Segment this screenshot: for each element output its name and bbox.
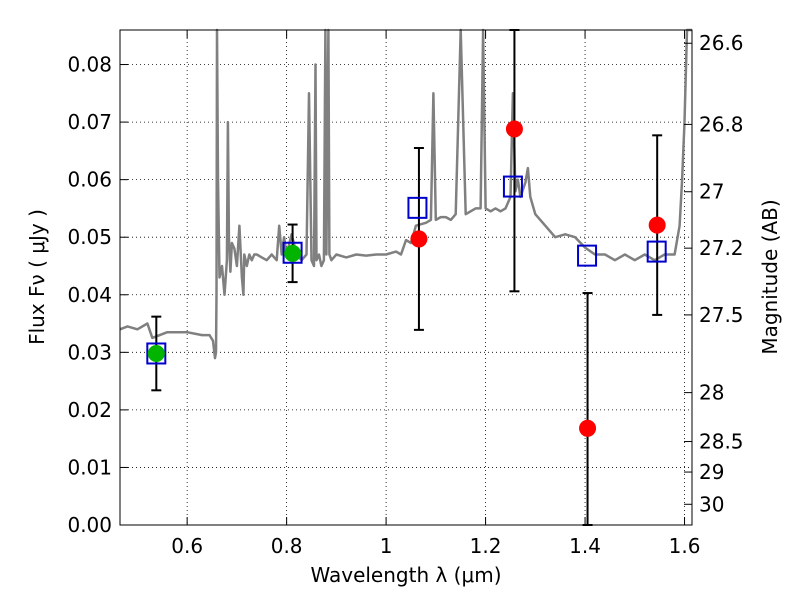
y-tick-label: 0.06 xyxy=(67,168,112,192)
y-tick-label: 0.01 xyxy=(67,455,112,479)
right-axis-title: Magnitude (AB) xyxy=(758,199,782,354)
red-data-point xyxy=(579,419,597,437)
red-data-point xyxy=(505,120,523,138)
right-tick-label: 28 xyxy=(699,381,724,405)
model-square-marker xyxy=(646,240,667,263)
grid-lines xyxy=(120,30,692,526)
right-tick-label: 27 xyxy=(699,180,724,204)
model-square-marker xyxy=(407,196,428,219)
right-tick-label: 30 xyxy=(699,492,724,516)
red-data-point xyxy=(410,230,428,248)
right-tick-label: 26.6 xyxy=(699,31,744,55)
y-tick-label: 0.03 xyxy=(67,340,112,364)
x-tick-label: 1.4 xyxy=(569,534,601,558)
right-tick-label: 27.2 xyxy=(699,236,744,260)
x-tick-label: 0.6 xyxy=(171,534,203,558)
x-axis-title: Wavelength λ (μm) xyxy=(310,563,501,587)
model-spectrum-line xyxy=(119,28,692,360)
observed-points xyxy=(147,120,666,437)
right-tick-label: 26.8 xyxy=(699,112,744,136)
x-tick-label: 1 xyxy=(380,534,393,558)
right-tick-label: 28.5 xyxy=(699,430,744,454)
model-square-marker xyxy=(502,175,523,198)
y-tick-label: 0.04 xyxy=(67,283,112,307)
spectrum-path xyxy=(119,28,692,360)
y-tick-label: 0.05 xyxy=(67,225,112,249)
plot-frame xyxy=(119,29,693,526)
right-tick-label: 27.5 xyxy=(699,303,744,327)
y-tick-label: 0.07 xyxy=(67,110,112,134)
model-square-marker xyxy=(282,241,303,264)
y-tick-label: 0.08 xyxy=(67,53,112,77)
error-bars xyxy=(151,29,663,526)
green-data-point xyxy=(284,244,302,262)
green-data-point xyxy=(147,344,165,362)
x-tick-label: 1.2 xyxy=(470,534,502,558)
red-data-point xyxy=(648,216,666,234)
x-tick-label: 1.6 xyxy=(669,534,701,558)
y-tick-label: 0.02 xyxy=(67,398,112,422)
model-square-marker xyxy=(577,244,598,267)
model-bandpass-squares xyxy=(146,175,667,365)
axis-ticks: 0.6 0.8 1 1.2 1.4 1.6 0.00 0.01 0.02 0.03 0.04 0.05… xyxy=(67,30,744,558)
x-tick-label: 0.8 xyxy=(271,534,303,558)
model-square-marker xyxy=(146,342,167,365)
y-axis-title: Flux Fν ( μJy ) xyxy=(25,209,49,345)
right-tick-label: 29 xyxy=(699,460,724,484)
y-tick-label: 0.00 xyxy=(67,513,112,537)
